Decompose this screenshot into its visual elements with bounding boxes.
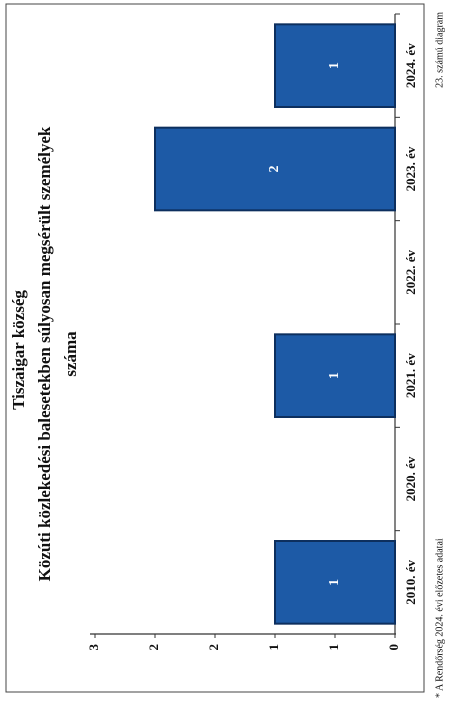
page-title: Tiszaigar község	[9, 290, 28, 410]
y-tick-label: 0	[386, 644, 401, 651]
x-tick-label: 2021. év	[403, 353, 418, 398]
bar	[274, 23, 396, 108]
bar	[274, 333, 396, 418]
diagram-caption: 23. számú diagram	[434, 12, 445, 88]
x-tick-label: 2010. év	[403, 559, 418, 604]
x-tick-label: 2020. év	[403, 456, 418, 501]
chart-subtitle: száma	[61, 331, 80, 377]
rotated-page: Tiszaigar község Közúti közlekedési bale…	[5, 3, 445, 698]
value-label: 1	[327, 372, 342, 379]
bar	[154, 126, 396, 212]
x-tick-label: 2022. év	[403, 249, 418, 294]
value-label: 2	[267, 166, 282, 173]
bar	[274, 540, 396, 625]
value-label: 1	[327, 62, 342, 69]
y-tick-label: 2	[206, 644, 221, 651]
chart-frame	[5, 3, 425, 693]
x-tick-label: 2023. év	[403, 146, 418, 191]
y-tick-label: 2	[146, 644, 161, 651]
y-tick-label: 1	[266, 644, 281, 651]
value-label: 1	[327, 579, 342, 586]
x-tick-label: 2024. év	[403, 43, 418, 88]
source-note: * A Rendőrség 2024. évi előzetes adatai	[434, 538, 445, 698]
y-tick-label: 1	[326, 644, 341, 651]
y-tick-label: 3	[86, 644, 101, 651]
chart-title: Közúti közlekedési balesetekben súlyosan…	[35, 126, 54, 581]
